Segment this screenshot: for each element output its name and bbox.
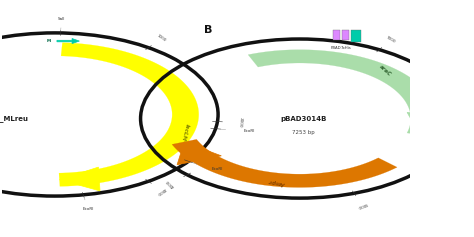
Bar	[351, 30, 361, 42]
Text: 4000: 4000	[165, 178, 175, 188]
Text: 2000: 2000	[237, 117, 242, 128]
Text: EcoRI: EcoRI	[244, 129, 255, 133]
Polygon shape	[407, 112, 453, 135]
Text: araC: araC	[379, 64, 392, 77]
Polygon shape	[172, 139, 397, 187]
FancyArrow shape	[57, 38, 79, 44]
Text: 1000: 1000	[156, 34, 167, 43]
Text: SalI: SalI	[58, 17, 65, 21]
Text: PBAD: PBAD	[331, 46, 342, 50]
Text: EcoRI: EcoRI	[82, 207, 94, 211]
Polygon shape	[248, 50, 438, 136]
Text: Ampr: Ampr	[269, 178, 286, 186]
Text: lacLM: lacLM	[180, 123, 190, 141]
Text: 5000: 5000	[356, 201, 368, 208]
Bar	[342, 30, 349, 40]
Polygon shape	[177, 142, 221, 165]
Text: 7xHis: 7xHis	[340, 46, 351, 50]
Text: 7253 bp: 7253 bp	[292, 130, 315, 135]
Polygon shape	[59, 167, 100, 191]
Text: _MLreu: _MLreu	[0, 115, 28, 122]
Text: M: M	[47, 39, 51, 43]
Polygon shape	[59, 43, 199, 186]
Text: pBAD3014B: pBAD3014B	[281, 116, 327, 122]
Bar	[333, 30, 340, 40]
Text: EcoRI: EcoRI	[212, 168, 223, 172]
Text: 3000: 3000	[156, 186, 167, 195]
Text: 7000: 7000	[385, 35, 397, 44]
Text: B: B	[204, 25, 212, 35]
